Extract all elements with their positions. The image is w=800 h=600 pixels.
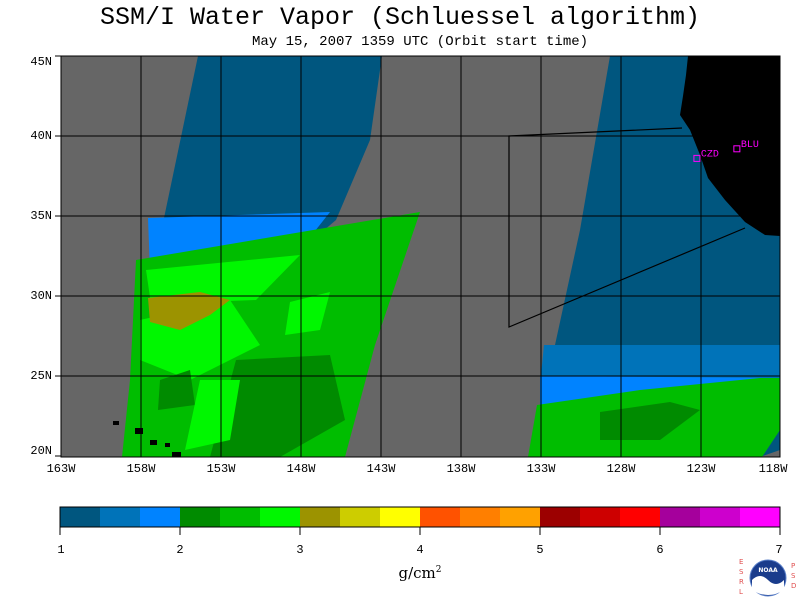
- station-marker: [693, 154, 701, 162]
- lat-label: 35N: [30, 209, 52, 223]
- svg-text:D: D: [791, 582, 796, 590]
- station-marker: [733, 145, 741, 153]
- colorbar-tick-label: 6: [656, 543, 664, 557]
- psd-letters: P S D: [791, 562, 796, 590]
- colorbar-unit: g/cm2: [380, 564, 460, 582]
- colorbar-swatch: [180, 507, 221, 527]
- hawaiian-islands: [113, 421, 181, 457]
- colorbar-swatch: [700, 507, 741, 527]
- unit-text: g/cm: [398, 564, 436, 582]
- lon-label: 133W: [526, 462, 556, 476]
- gridlines: [61, 56, 780, 457]
- chart-subtitle: May 15, 2007 1359 UTC (Orbit start time): [251, 34, 589, 50]
- svg-text:E: E: [739, 558, 743, 566]
- colorbar-swatch: [220, 507, 261, 527]
- colorbar-swatch: [620, 507, 661, 527]
- colorbar-swatch: [740, 507, 781, 527]
- lat-label: 30N: [30, 289, 52, 303]
- colorbar-swatch: [460, 507, 501, 527]
- lat-label: 45N: [30, 55, 52, 69]
- colorbar-swatch: [580, 507, 621, 527]
- unit-exponent: 2: [435, 565, 442, 575]
- station-label: BLU: [741, 140, 759, 151]
- colorbar-swatch: [540, 507, 581, 527]
- colorbar-swatch: [340, 507, 381, 527]
- colorbar-swatch: [260, 507, 301, 527]
- lon-label: 128W: [606, 462, 636, 476]
- lon-label: 148W: [286, 462, 316, 476]
- lon-label: 153W: [206, 462, 236, 476]
- station-label: CZD: [701, 149, 719, 160]
- colorbar-tick-label: 7: [775, 543, 783, 557]
- colorbar-swatch: [140, 507, 181, 527]
- noaa-logo: E S R L P S D NOAA: [739, 558, 796, 597]
- lon-label: 118W: [758, 462, 788, 476]
- noaa-text: NOAA: [758, 567, 778, 574]
- svg-text:S: S: [739, 568, 744, 576]
- lon-label: 143W: [366, 462, 396, 476]
- lat-label: 25N: [30, 369, 52, 383]
- colorbar-tick-label: 3: [296, 543, 304, 557]
- colorbar-tick-label: 2: [176, 543, 184, 557]
- svg-text:L: L: [739, 588, 743, 596]
- colorbar-swatch: [60, 507, 101, 527]
- lat-label: 40N: [30, 129, 52, 143]
- chart-title: SSM/I Water Vapor (Schluessel algorithm): [99, 3, 701, 32]
- map-border: [60, 55, 781, 458]
- swath-1: [122, 56, 420, 457]
- lon-label: 138W: [446, 462, 476, 476]
- esrl-letters: E S R L: [739, 558, 744, 596]
- lon-label: 123W: [686, 462, 716, 476]
- colorbar: [59, 506, 781, 535]
- svg-text:S: S: [791, 572, 796, 580]
- colorbar-swatch: [100, 507, 141, 527]
- land-mass: [680, 56, 780, 236]
- colorbar-swatch: [380, 507, 421, 527]
- colorbar-swatch: [300, 507, 341, 527]
- colorbar-swatch: [420, 507, 461, 527]
- svg-text:R: R: [739, 578, 744, 586]
- colorbar-tick-label: 4: [416, 543, 424, 557]
- svg-text:P: P: [791, 562, 795, 570]
- domain-outline: [508, 127, 746, 328]
- colorbar-swatch: [660, 507, 701, 527]
- colorbar-tick-label: 5: [536, 543, 544, 557]
- lon-label: 163W: [46, 462, 76, 476]
- colorbar-swatch: [500, 507, 541, 527]
- lon-label: 158W: [126, 462, 156, 476]
- colorbar-tick-label: 1: [57, 543, 65, 557]
- lat-label: 20N: [30, 444, 52, 458]
- tick-marks: [55, 55, 61, 457]
- stations: CZD BLU: [693, 140, 759, 162]
